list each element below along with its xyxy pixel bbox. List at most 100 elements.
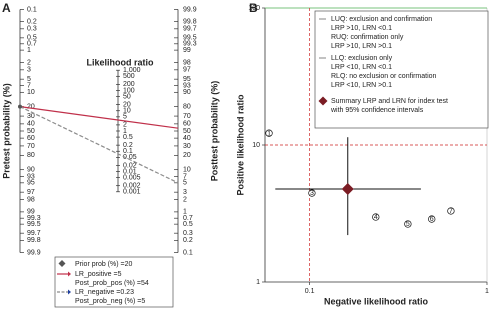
y2-tick-label: 0.7 — [183, 215, 193, 222]
lr-tick-label: 1,000 — [123, 67, 141, 74]
summary-point — [341, 183, 354, 196]
y-tick-label: 10 — [27, 89, 35, 96]
y-tick-label: 97 — [27, 189, 35, 196]
y-tick-label: 3 — [27, 67, 31, 74]
y2-tick-label: 99.9 — [183, 6, 197, 13]
point-label: 6 — [430, 216, 434, 223]
lr-tick-label: 0.5 — [123, 134, 133, 141]
study-point — [372, 213, 380, 221]
y-tick-label: 1 — [256, 279, 260, 286]
y-tick-label: 99.3 — [27, 215, 41, 222]
legend-marker — [68, 271, 71, 277]
legend-label: RUQ: confirmation only — [331, 34, 404, 41]
y-tick-label: 5 — [27, 76, 31, 83]
legend-label: LR_negative =0.23 — [75, 289, 134, 296]
y2-tick-label: 99.8 — [183, 19, 197, 26]
y-tick-label: 60 — [27, 135, 35, 142]
panel-label: A — [2, 1, 11, 15]
legend-text: LR_positive = — [75, 271, 118, 278]
legend-value: 20 — [125, 261, 133, 268]
y-tick-label: 99.7 — [27, 230, 41, 237]
y2-tick-label: 0.3 — [183, 230, 193, 237]
y-tick-label: 20 — [27, 103, 35, 110]
lr-tick-label: 0.2 — [123, 142, 133, 149]
lr-tick-label: 500 — [123, 73, 135, 80]
legend-value: 5 — [118, 271, 122, 278]
y-tick-label: 0.1 — [27, 6, 37, 13]
y-tick-label: 50 — [27, 128, 35, 135]
y2-tick-label: 40 — [183, 135, 191, 142]
lr-tick-label: 10 — [123, 108, 131, 115]
legend-label: LLQ: exclusion only — [331, 55, 393, 62]
point-label: 1 — [267, 130, 271, 137]
legend-label: LUQ: exclusion and confirmation — [331, 16, 432, 23]
legend-text: Prior prob (%) = — [75, 261, 125, 268]
x-axis-title: Negative likelihood ratio — [324, 296, 429, 306]
y-tick-label: 0.3 — [27, 26, 37, 33]
y2-axis-title: Posttest probability (%) — [209, 81, 219, 182]
lr-tick-label: 0.001 — [123, 189, 141, 196]
y2-tick-label: 99.5 — [183, 35, 197, 42]
lr-tick-label: 200 — [123, 81, 135, 88]
y2-tick-label: 1 — [183, 209, 187, 216]
lr-tick-label: 0.01 — [123, 168, 137, 175]
y-tick-label: 40 — [27, 121, 35, 128]
legend-label: Prior prob (%) =20 — [75, 261, 133, 268]
lr-tick-label: 0.005 — [123, 174, 141, 181]
y2-tick-label: 60 — [183, 121, 191, 128]
y-tick-label: 10 — [252, 142, 260, 149]
legend-marker — [68, 289, 71, 295]
point-label: 4 — [374, 214, 378, 221]
y-tick-label: 98 — [27, 196, 35, 203]
legend-label: RLQ: no exclusion or confirmation — [331, 73, 437, 80]
y-tick-label: 100 — [248, 5, 260, 12]
y-tick-label: 99 — [27, 209, 35, 216]
y-tick-label: 2 — [27, 59, 31, 66]
legend-label: LRP >10, LRN >0.1 — [331, 43, 392, 50]
legend-label: LR_positive =5 — [75, 271, 122, 278]
y2-tick-label: 93 — [183, 82, 191, 89]
y2-tick-label: 20 — [183, 152, 191, 159]
y2-tick-label: 90 — [183, 89, 191, 96]
y2-tick-label: 50 — [183, 128, 191, 135]
legend-box — [314, 10, 489, 129]
y-axis-title: Positive likelihood ratio — [235, 94, 245, 196]
y-tick-label: 0.5 — [27, 35, 37, 42]
y2-tick-label: 3 — [183, 189, 187, 196]
legend-label: LRP <10, LRN >0.1 — [331, 82, 392, 89]
y-tick-label: 90 — [27, 167, 35, 174]
y-tick-label: 93 — [27, 173, 35, 180]
lr-tick-label: 0.02 — [123, 162, 137, 169]
legend-marker — [318, 96, 328, 106]
y-tick-label: 0.2 — [27, 19, 37, 26]
y-axis-title: Pretest probability (%) — [1, 83, 11, 179]
legend-marker — [58, 260, 66, 267]
positive-line — [19, 106, 179, 129]
y2-tick-label: 7 — [183, 173, 187, 180]
y2-tick-label: 2 — [183, 196, 187, 203]
y-tick-label: 1 — [27, 47, 31, 54]
legend-label: with 95% confidence intervals — [330, 107, 424, 114]
y2-tick-label: 99 — [183, 47, 191, 54]
y2-tick-label: 0.2 — [183, 237, 193, 244]
legend-label: Summary LRP and LRN for index test — [331, 98, 448, 105]
lr-tick-label: 50 — [123, 93, 131, 100]
y2-tick-label: 70 — [183, 113, 191, 120]
legend-label: Post_prob_pos (%) =54 — [75, 280, 149, 287]
y-tick-label: 99.5 — [27, 221, 41, 228]
y-tick-label: 70 — [27, 143, 35, 150]
lr-tick-label: 1 — [123, 128, 127, 135]
lr-tick-label: 20 — [123, 101, 131, 108]
legend-value: 0.23 — [120, 289, 134, 296]
y2-tick-label: 0.1 — [183, 249, 193, 256]
x-tick-label: 0.1 — [305, 288, 315, 295]
study-point — [428, 215, 436, 223]
study-point — [265, 129, 273, 137]
y2-tick-label: 98 — [183, 59, 191, 66]
x-tick-label: 1 — [485, 288, 489, 295]
lr-tick-label: 0.002 — [123, 183, 141, 190]
panel-label: B — [249, 1, 258, 15]
y2-tick-label: 95 — [183, 76, 191, 83]
legend-label: LRP >10, LRN <0.1 — [331, 25, 392, 32]
